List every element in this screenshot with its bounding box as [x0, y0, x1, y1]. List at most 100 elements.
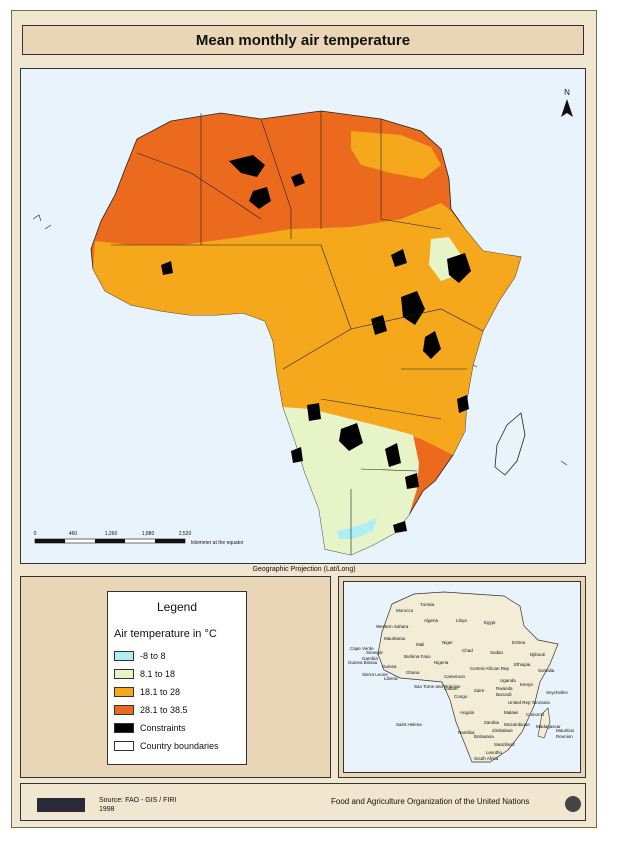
inset-country-label: Madagascar — [536, 724, 561, 729]
legend-subtitle: Air temperature in °C — [114, 628, 217, 640]
inset-country-label: Lesotho — [486, 750, 503, 755]
inset-country-label: Reunion — [556, 734, 573, 739]
legend-item-8-18: 8.1 to 18 — [114, 668, 175, 680]
legend-label: Country boundaries — [140, 741, 219, 751]
inset-country-label: Central African Rep — [470, 666, 510, 671]
zone-minus8-8 — [337, 517, 377, 539]
inset-country-label: Mozambique — [504, 722, 530, 727]
inset-map: Morocco Tunisia Algeria Libya Egypt West… — [343, 581, 581, 773]
inset-country-label: Ghana — [406, 670, 420, 675]
map-frame: Mean monthly air temperature — [11, 10, 597, 828]
inset-country-label: Mauritius — [556, 728, 575, 733]
footer-source: Source: FAO - GIS / FIRI 1998 — [99, 796, 176, 814]
main-map-svg: N 0 460 1,260 1,880 2,520 kilometer at t… — [32, 88, 573, 556]
inset-country-label: Algeria — [424, 618, 439, 623]
inset-country-label: Botswana — [474, 734, 494, 739]
inset-country-label: Liberia — [384, 676, 398, 681]
inset-country-label: Western Sahara — [376, 624, 409, 629]
inset-country-label: Comoros — [526, 712, 545, 717]
inset-country-label: Morocco — [396, 608, 414, 613]
scale-tick: 2,520 — [179, 531, 192, 537]
source-year: 1998 — [99, 806, 115, 813]
zone-18-28 — [93, 203, 521, 455]
inset-country-label: Burundi — [496, 692, 512, 697]
islands — [32, 214, 568, 466]
inset-country-label: Tunisia — [420, 602, 435, 607]
legend-item-constraints: Constraints — [114, 722, 186, 734]
legend-swatch — [114, 651, 134, 661]
legend-label: Constraints — [140, 723, 186, 733]
inset-country-label: Malawi — [504, 710, 518, 715]
inset-country-label: Chad — [462, 648, 473, 653]
scale-tick: 0 — [34, 531, 37, 537]
legend-swatch — [114, 741, 134, 751]
inset-country-label: Mauritania — [384, 636, 406, 641]
inset-country-label: Zaire — [474, 688, 485, 693]
madagascar — [494, 412, 526, 476]
north-arrow-icon: N — [561, 88, 573, 117]
legend-panel: Legend Air temperature in °C -8 to 8 8.1… — [20, 576, 331, 778]
legend-swatch — [114, 669, 134, 679]
footer: Source: FAO - GIS / FIRI 1998 Food and A… — [20, 783, 586, 821]
zone-8-18 — [283, 407, 419, 555]
inset-country-label: Somalia — [538, 668, 555, 673]
legend-swatch — [114, 687, 134, 697]
inset-madagascar — [537, 707, 551, 739]
legend-item-28-38: 28.1 to 38.5 — [114, 704, 188, 716]
inset-country-label: Mali — [416, 642, 424, 647]
inset-country-label: Guinea Bissau — [348, 660, 378, 665]
source-text: Source: FAO - GIS / FIRI — [99, 797, 177, 804]
inset-country-label: Senegal — [366, 650, 383, 655]
inset-country-label: South Africa — [474, 756, 499, 761]
scale-unit-label: kilometer at the equator — [191, 540, 244, 546]
inset-country-label: Eritrea — [512, 640, 526, 645]
legend-label: 8.1 to 18 — [140, 669, 176, 679]
legend-swatch — [114, 723, 134, 733]
inset-labels: Morocco Tunisia Algeria Libya Egypt West… — [348, 602, 575, 761]
legend-label: 28.1 to 38.5 — [140, 705, 188, 715]
legend-item-minus8-8: -8 to 8 — [114, 650, 166, 662]
inset-country-label: Cape Verde — [350, 646, 374, 651]
organization-name: Food and Agriculture Organization of the… — [331, 797, 530, 806]
inset-country-label: Uganda — [500, 678, 516, 683]
legend-label: -8 to 8 — [140, 651, 166, 661]
inset-country-label: Namibia — [458, 730, 475, 735]
inset-country-label: Gabon — [444, 686, 458, 691]
inset-country-label: Saint Helena — [396, 722, 422, 727]
inset-panel: Morocco Tunisia Algeria Libya Egypt West… — [338, 576, 586, 778]
inset-map-svg: Morocco Tunisia Algeria Libya Egypt West… — [348, 591, 575, 763]
inset-country-label: Zambia — [484, 720, 500, 725]
inset-country-label: Rwanda — [496, 686, 513, 691]
inset-country-label: Seychelles — [546, 690, 569, 695]
inset-country-label: Nigeria — [434, 660, 449, 665]
zone-18-28-north — [351, 131, 441, 179]
map-title: Mean monthly air temperature — [195, 31, 411, 49]
main-map: N 0 460 1,260 1,880 2,520 kilometer at t… — [20, 68, 586, 564]
scale-tick: 460 — [69, 531, 78, 537]
legend-title: Legend — [156, 600, 198, 614]
inset-country-label: Gambia — [362, 656, 378, 661]
inset-country-label: Sierra Leone — [362, 672, 388, 677]
north-label: N — [564, 88, 570, 97]
inset-country-label: Burkina Faso — [404, 654, 431, 659]
inset-country-label: Niger — [442, 640, 453, 645]
inset-country-label: Djibouti — [530, 652, 545, 657]
inset-country-label: United Rep Tanzania — [508, 700, 550, 705]
scale-tick: 1,260 — [105, 531, 118, 537]
inset-country-label: Zimbabwe — [492, 728, 513, 733]
legend-item-country-boundaries: Country boundaries — [114, 740, 219, 752]
scale-tick: 1,880 — [142, 531, 155, 537]
projection-label: Geographic Projection (Lat/Long) — [252, 566, 356, 573]
fao-logo-icon — [565, 796, 581, 812]
inset-africa — [377, 591, 559, 763]
inset-country-label: Ethiopia — [514, 662, 531, 667]
legend-swatch — [114, 705, 134, 715]
inset-country-label: Egypt — [484, 620, 496, 625]
legend-box: Legend Air temperature in °C -8 to 8 8.1… — [107, 591, 247, 765]
inset-country-label: Angola — [460, 710, 475, 715]
country-boundaries — [111, 111, 484, 555]
legend-label: 18.1 to 28 — [140, 687, 181, 697]
scale-bar: 0 460 1,260 1,880 2,520 kilometer at the… — [34, 531, 244, 546]
inset-country-label: Sao Tome and Principe — [414, 684, 461, 689]
inset-country-label: Swaziland — [494, 742, 515, 747]
